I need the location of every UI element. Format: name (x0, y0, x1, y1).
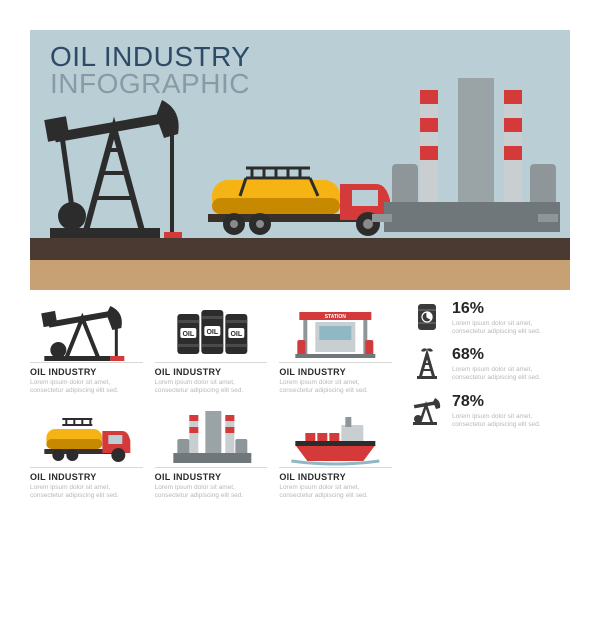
svg-text:OIL: OIL (206, 329, 218, 336)
plant-thumb-icon (155, 405, 268, 467)
truck-thumb-icon (30, 405, 143, 467)
stat-value: 16% (452, 300, 562, 318)
derrick-icon (410, 346, 444, 380)
card-grid: OIL INDUSTRY Lorem ipsum dolor sit amet,… (30, 300, 392, 501)
card-title: OIL INDUSTRY (155, 472, 268, 482)
card-pump: OIL INDUSTRY Lorem ipsum dolor sit amet,… (30, 300, 143, 395)
card-body: Lorem ipsum dolor sit amet, consectetur … (279, 484, 392, 500)
card-barrels: OIL OIL OIL (155, 300, 268, 395)
station-thumb-icon: STATION (279, 300, 392, 362)
stat-body: Lorem ipsum dolor sit amet, consectetur … (452, 320, 562, 336)
svg-text:OIL: OIL (182, 331, 194, 338)
card-ship: OIL INDUSTRY Lorem ipsum dolor sit amet,… (279, 405, 392, 500)
pumpjack-icon (44, 88, 194, 238)
card-title: OIL INDUSTRY (279, 472, 392, 482)
card-title: OIL INDUSTRY (279, 367, 392, 377)
svg-text:STATION: STATION (325, 314, 347, 320)
ship-thumb-icon (279, 405, 392, 467)
card-body: Lorem ipsum dolor sit amet, consectetur … (155, 379, 268, 395)
refinery-plant-icon (362, 68, 562, 238)
card-body: Lorem ipsum dolor sit amet, consectetur … (30, 484, 143, 500)
stat-row-0: 16% Lorem ipsum dolor sit amet, consecte… (410, 300, 570, 336)
barrels-thumb-icon: OIL OIL OIL (155, 300, 268, 362)
card-title: OIL INDUSTRY (30, 472, 143, 482)
card-plant: OIL INDUSTRY Lorem ipsum dolor sit amet,… (155, 405, 268, 500)
title-line1: OIL INDUSTRY (50, 44, 250, 71)
stat-value: 78% (452, 393, 562, 411)
pump-mono-icon (410, 393, 444, 427)
stat-body: Lorem ipsum dolor sit amet, consectetur … (452, 413, 562, 429)
hero-ground-tan (30, 260, 570, 290)
stat-body: Lorem ipsum dolor sit amet, consectetur … (452, 366, 562, 382)
hero-panel: OIL INDUSTRY INFOGRAPHIC (30, 30, 570, 290)
svg-text:OIL: OIL (230, 331, 242, 338)
stats-column: 16% Lorem ipsum dolor sit amet, consecte… (410, 300, 570, 501)
stat-row-1: 68% Lorem ipsum dolor sit amet, consecte… (410, 346, 570, 382)
card-body: Lorem ipsum dolor sit amet, consectetur … (279, 379, 392, 395)
card-title: OIL INDUSTRY (155, 367, 268, 377)
hazard-barrel-icon (410, 300, 444, 334)
card-title: OIL INDUSTRY (30, 367, 143, 377)
card-body: Lorem ipsum dolor sit amet, consectetur … (155, 484, 268, 500)
infographic-frame: OIL INDUSTRY INFOGRAPHIC (0, 30, 600, 630)
hero-scene (30, 68, 570, 238)
pump-thumb-icon (30, 300, 143, 362)
card-station: STATION OIL INDUSTRY Lorem ipsum dolor s… (279, 300, 392, 395)
stat-value: 68% (452, 346, 562, 364)
card-truck: OIL INDUSTRY Lorem ipsum dolor sit amet,… (30, 405, 143, 500)
hero-ground-dark (30, 238, 570, 260)
stat-row-2: 78% Lorem ipsum dolor sit amet, consecte… (410, 393, 570, 429)
lower-section: OIL INDUSTRY Lorem ipsum dolor sit amet,… (30, 300, 570, 501)
card-body: Lorem ipsum dolor sit amet, consectetur … (30, 379, 143, 395)
